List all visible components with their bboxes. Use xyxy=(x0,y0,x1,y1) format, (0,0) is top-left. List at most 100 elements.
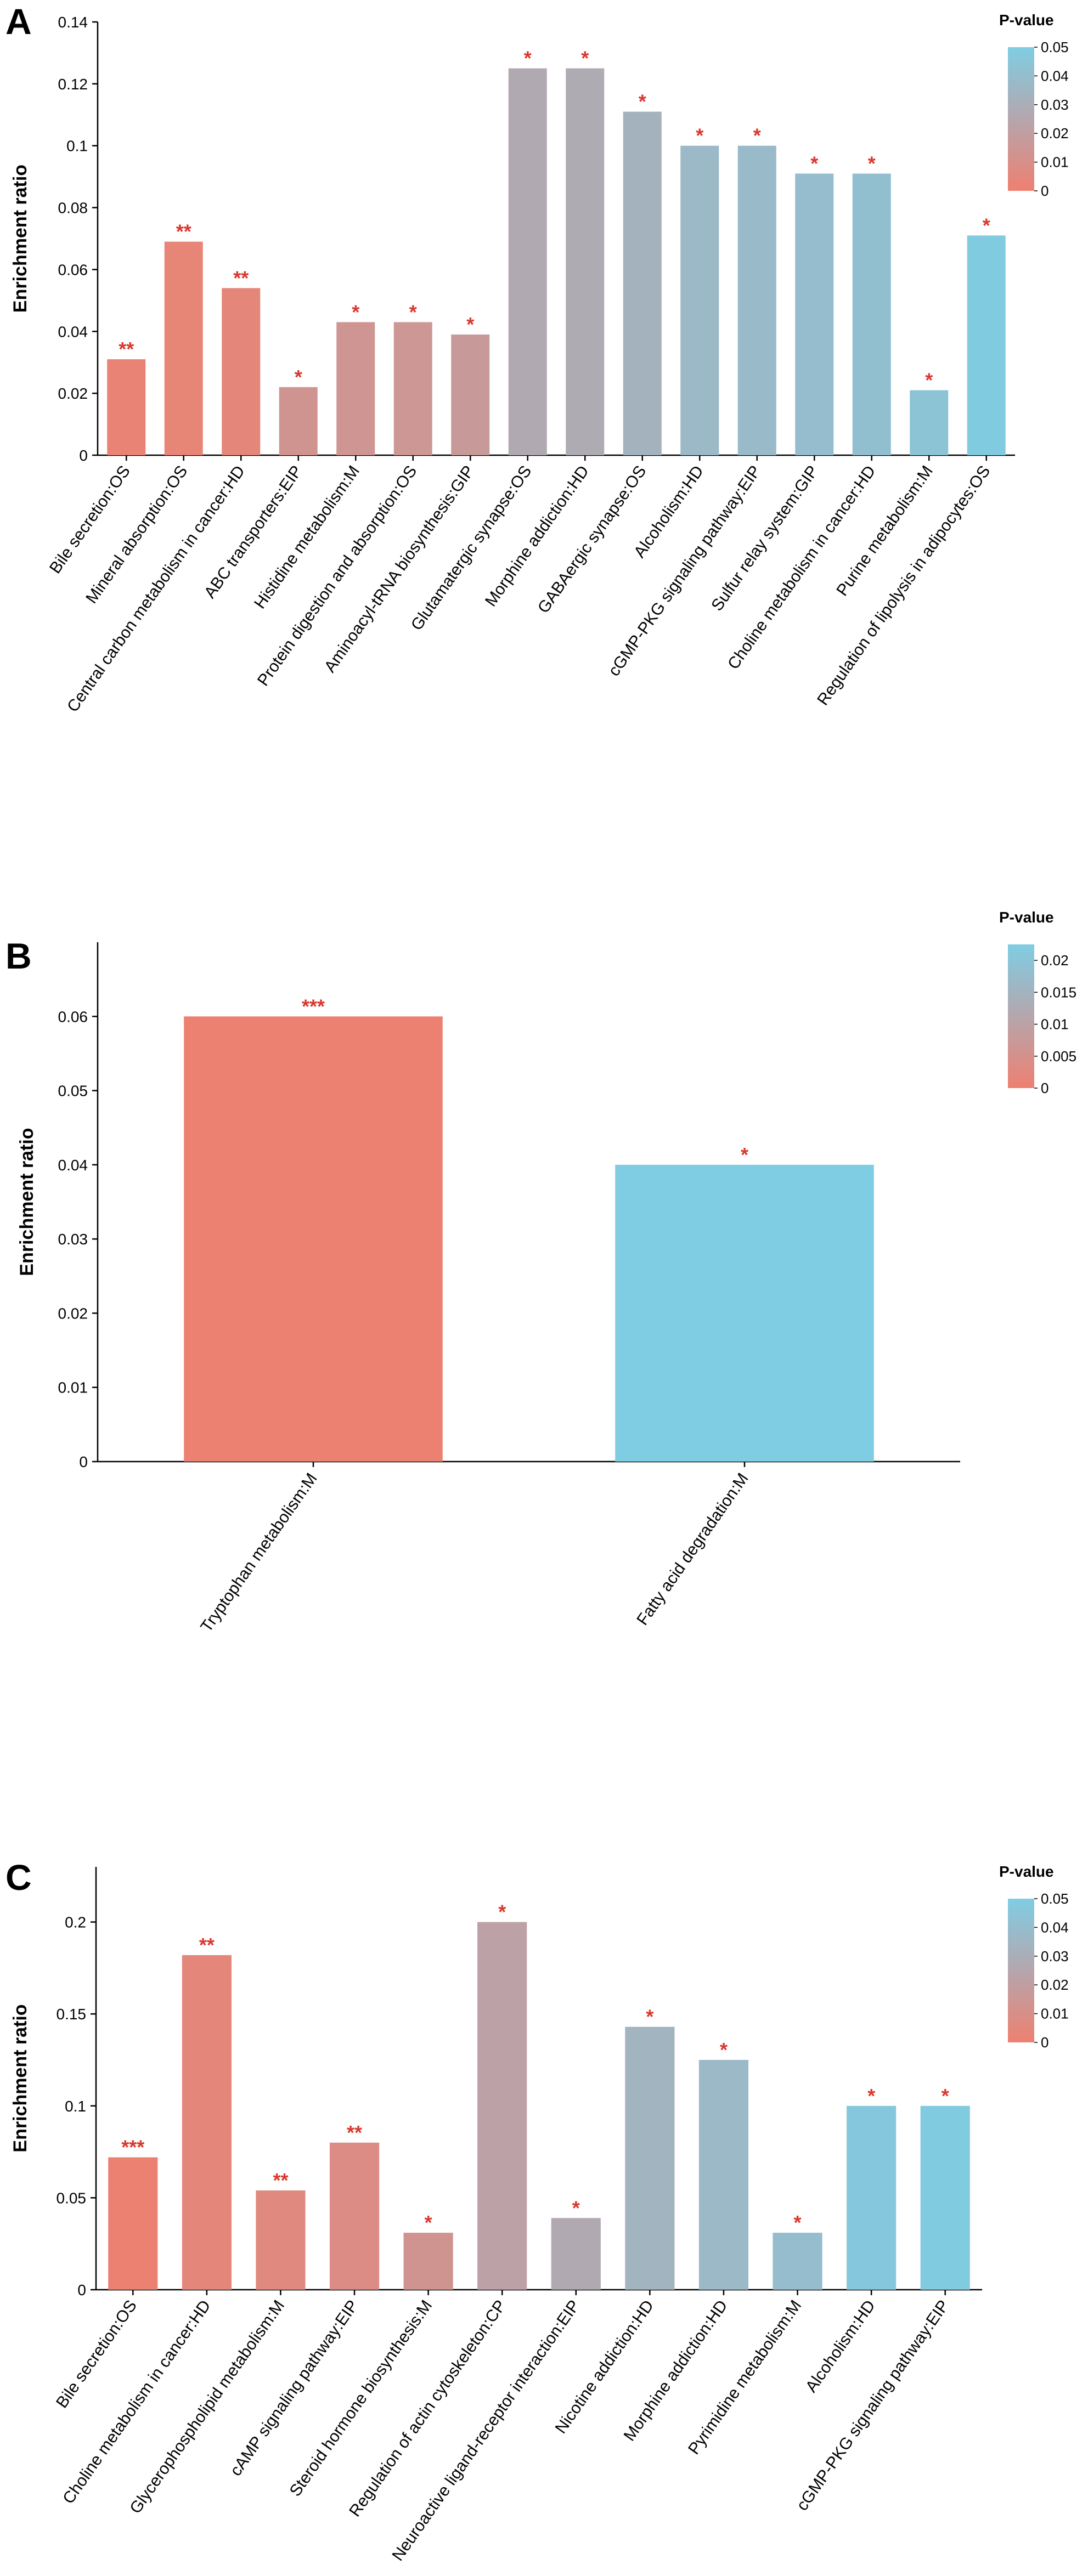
significance-label: * xyxy=(867,2085,875,2107)
category-label: Sulfur relay system:GIP xyxy=(708,462,822,614)
significance-label: * xyxy=(581,47,589,70)
bar xyxy=(107,359,146,455)
bar xyxy=(910,390,949,455)
legend-title: P-value xyxy=(999,909,1054,926)
significance-label: * xyxy=(983,214,990,236)
y-tick-label: 0 xyxy=(79,1453,88,1470)
legend-color-bar xyxy=(1008,1899,1034,2042)
y-axis-title: Enrichment ratio xyxy=(16,1128,37,1276)
legend-tick-label: 0.03 xyxy=(1041,1948,1069,1964)
bar xyxy=(967,235,1006,455)
y-tick-label: 0.14 xyxy=(58,14,88,31)
bar xyxy=(222,288,261,455)
legend-tick-label: 0 xyxy=(1041,1080,1048,1096)
legend-tick-label: 0.02 xyxy=(1041,1977,1069,1993)
bar xyxy=(698,2059,749,2290)
legend-tick-label: 0.005 xyxy=(1041,1048,1076,1065)
bar xyxy=(920,2105,970,2290)
y-tick-label: 0.08 xyxy=(58,200,88,217)
bar xyxy=(623,111,662,456)
y-tick-label: 0 xyxy=(79,447,88,464)
bar xyxy=(256,2190,306,2290)
y-tick-label: 0.01 xyxy=(58,1379,88,1396)
category-label: Choline metabolism in cancer:HD xyxy=(59,2297,214,2507)
y-tick-label: 0.15 xyxy=(57,2006,87,2023)
category-label: Steroid hormone biosynthesis:M xyxy=(286,2297,436,2500)
legend-tick-label: 0 xyxy=(1041,2034,1048,2051)
legend-tick-label: 0.04 xyxy=(1041,1919,1069,1935)
y-axis-title: Enrichment ratio xyxy=(10,165,31,313)
legend-tick-label: 0.01 xyxy=(1041,1016,1069,1033)
bar xyxy=(336,322,375,455)
significance-label: ** xyxy=(119,338,134,360)
legend-tick-label: 0.02 xyxy=(1041,125,1069,141)
category-label: Glutamatergic synapse:OS xyxy=(408,462,535,634)
y-tick-label: 0.1 xyxy=(65,2098,86,2115)
significance-label: * xyxy=(425,2211,432,2234)
bar xyxy=(508,68,547,455)
significance-label: * xyxy=(942,2085,949,2107)
significance-label: * xyxy=(696,124,703,147)
bar xyxy=(184,1016,443,1462)
panel-letter: A xyxy=(5,1,32,42)
legend-tick-label: 0.04 xyxy=(1041,67,1069,84)
bar xyxy=(737,145,776,455)
significance-label: * xyxy=(794,2211,802,2234)
bar xyxy=(773,2233,822,2290)
bar xyxy=(477,1922,527,2290)
significance-label: * xyxy=(409,301,417,323)
legend-tick-label: 0.05 xyxy=(1041,1890,1069,1907)
y-tick-label: 0.12 xyxy=(58,76,88,93)
panel-a: A 0 0.02 0.04 0.06 0.08 0.1 0.12 0.14 Enrichment … xyxy=(5,1,1069,716)
y-tick-label: 0.02 xyxy=(58,1305,88,1322)
panel-b: B 0 0.01 0.02 0.03 0.04 0.05 0.06 Enrichment rat… xyxy=(5,909,1076,1635)
bar xyxy=(795,173,834,455)
category-label: Bile secretion:OS xyxy=(53,2297,140,2411)
category-label: Tryptophan metabolism:M xyxy=(197,1470,320,1635)
bar xyxy=(566,68,605,455)
bar xyxy=(680,145,719,455)
category-label: Alcoholism:HD xyxy=(802,2297,879,2396)
significance-label: * xyxy=(810,152,818,175)
significance-label: * xyxy=(498,1901,506,1923)
legend-title: P-value xyxy=(999,12,1054,29)
legend-color-bar xyxy=(1008,47,1034,191)
bar xyxy=(403,2233,453,2290)
significance-label: *** xyxy=(121,2136,144,2159)
y-tick-label: 0.2 xyxy=(65,1914,86,1931)
legend-tick-label: 0.01 xyxy=(1041,2006,1069,2022)
significance-label: * xyxy=(295,366,302,388)
y-tick-label: 0.04 xyxy=(58,1157,88,1174)
legend-tick-label: 0.01 xyxy=(1041,154,1069,171)
y-tick-label: 0.05 xyxy=(57,2189,87,2206)
bar xyxy=(182,1955,232,2290)
y-tick-label: 0.05 xyxy=(58,1083,88,1100)
significance-label: * xyxy=(753,124,761,147)
legend-tick-label: 0.015 xyxy=(1041,984,1076,1000)
category-label: Regulation of actin cytoskeleton:CP xyxy=(346,2297,510,2520)
bar xyxy=(625,2026,675,2290)
panel-letter: B xyxy=(5,936,32,976)
legend-title: P-value xyxy=(999,1863,1054,1880)
bar xyxy=(551,2218,601,2290)
bar xyxy=(847,2105,897,2290)
category-label: Morphine addiction:HD xyxy=(482,462,593,610)
significance-label: *** xyxy=(302,995,325,1017)
category-label: Purine metabolism:M xyxy=(833,462,937,599)
category-label: Mineral absorption:OS xyxy=(82,462,191,607)
significance-label: ** xyxy=(347,2121,362,2144)
significance-label: ** xyxy=(273,2169,288,2192)
legend-tick-label: 0.02 xyxy=(1041,952,1069,969)
y-axis-title: Enrichment ratio xyxy=(10,2004,31,2152)
legend-tick-label: 0 xyxy=(1041,183,1048,199)
y-tick-label: 0.1 xyxy=(66,138,88,155)
bar xyxy=(393,322,432,455)
significance-label: ** xyxy=(176,220,191,243)
significance-label: * xyxy=(868,152,876,175)
bar xyxy=(108,2157,158,2290)
category-label: cGMP-PKG signaling pathway:EIP xyxy=(793,2297,952,2514)
significance-label: * xyxy=(646,2006,653,2028)
category-label: Glycerophospholipid metabolism:M xyxy=(126,2297,288,2517)
